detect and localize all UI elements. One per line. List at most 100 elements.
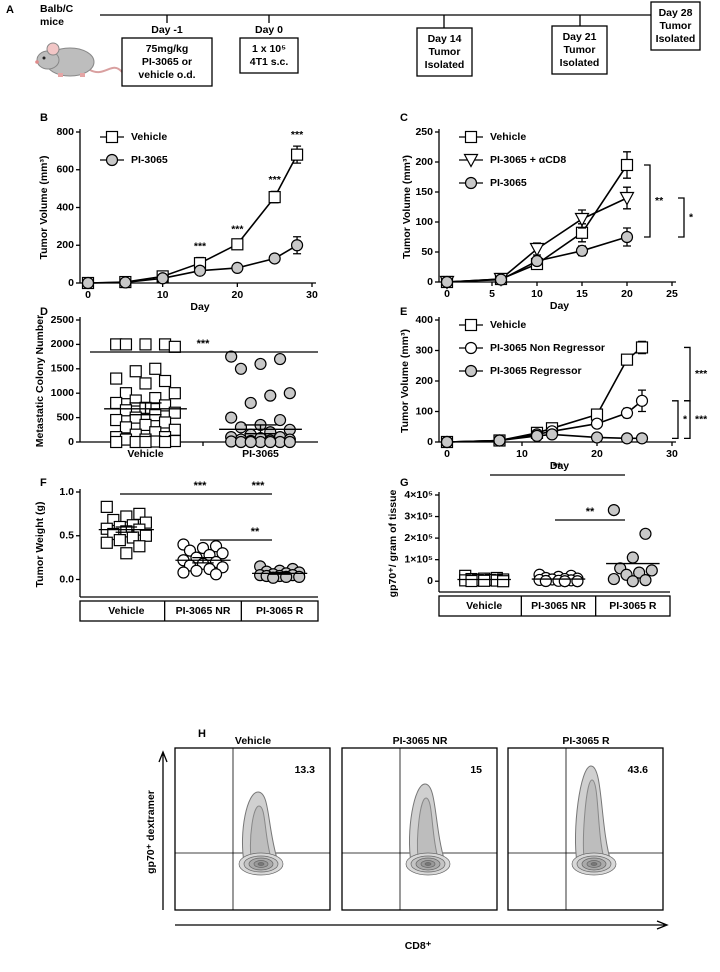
- flow-y-label: gp70⁺ dextramer: [145, 790, 157, 874]
- event-text: Tumor: [660, 20, 692, 32]
- contour-inner: [417, 797, 439, 859]
- marker-square: [100, 500, 113, 513]
- marker-triangle: [619, 191, 635, 206]
- marker-square: [120, 510, 133, 523]
- marker-square: [110, 413, 123, 427]
- panel-label: H: [198, 728, 206, 740]
- y-tick-label: 1.0: [59, 486, 74, 498]
- marker-circle: [635, 432, 649, 445]
- panel-label: G: [400, 477, 409, 489]
- y-axis-label: gp70⁺/ gram of tissue: [387, 490, 399, 598]
- bracket-label: *: [689, 211, 694, 223]
- y-tick-label: 800: [56, 126, 74, 138]
- marker-square: [139, 418, 152, 432]
- significance-label: ***: [194, 480, 208, 492]
- marker-circle: [264, 389, 277, 402]
- marker-circle: [293, 570, 306, 583]
- x-tick-label: 10: [516, 448, 528, 460]
- bracket-label: ***: [695, 368, 708, 380]
- marker-circle: [156, 272, 169, 285]
- y-tick-label: 1×10⁵: [404, 553, 433, 565]
- marker-triangle: [529, 242, 545, 257]
- marker-circle: [268, 252, 281, 265]
- marker-circle: [626, 575, 639, 588]
- marker-circle: [254, 357, 267, 371]
- annotation: ***: [194, 240, 207, 252]
- marker-circle: [264, 435, 277, 449]
- event-text: PI-3065 or: [142, 56, 192, 68]
- marker-square: [158, 416, 172, 429]
- marker-square: [168, 406, 181, 419]
- marker-square: [139, 516, 152, 529]
- y-tick-label: 400: [415, 314, 433, 326]
- marker-circle: [493, 434, 506, 447]
- marker-square: [620, 158, 634, 172]
- mouse-illustration: [35, 42, 123, 77]
- y-tick-label: 100: [415, 216, 433, 228]
- marker-square: [119, 421, 133, 434]
- marker-circle: [244, 435, 257, 449]
- annotation: ***: [231, 223, 244, 235]
- bracket-label: *: [683, 413, 688, 425]
- marker-circle: [620, 230, 634, 244]
- marker-circle: [635, 394, 649, 407]
- event-text: Day 14: [428, 33, 462, 45]
- contour-inner: [582, 779, 605, 859]
- sem-bar: [268, 571, 291, 575]
- marker-square: [575, 226, 589, 239]
- marker-square: [158, 435, 172, 449]
- marker-square: [110, 435, 123, 449]
- sem-bar: [192, 556, 214, 564]
- y-tick-label: 2500: [51, 314, 75, 326]
- y-tick-label: 0: [427, 436, 433, 448]
- marker-square: [158, 399, 172, 412]
- marker-circle: [530, 429, 544, 442]
- event-text: Day 28: [659, 7, 693, 19]
- y-tick-label: 4×10⁵: [404, 489, 433, 501]
- x-tick-label: Vehicle: [466, 600, 502, 612]
- legend-label: PI-3065: [490, 177, 527, 189]
- marker-circle: [545, 428, 559, 441]
- panel-label: A: [6, 4, 14, 16]
- marker-circle: [590, 417, 604, 430]
- marker-circle: [464, 176, 478, 190]
- x-tick-label: PI-3065 NR: [531, 600, 586, 612]
- marker-circle: [283, 435, 296, 449]
- x-tick-label: Vehicle: [127, 448, 163, 460]
- marker-circle: [464, 341, 478, 355]
- event-text: Isolated: [656, 33, 696, 45]
- y-tick-label: 50: [421, 246, 433, 258]
- event-text: Isolated: [560, 57, 600, 69]
- y-tick-label: 0: [427, 276, 433, 288]
- event-text: Tumor: [564, 44, 596, 56]
- x-tick-label: 0: [444, 448, 450, 460]
- marker-square: [129, 394, 142, 407]
- event-text: 1 x 10⁵: [252, 43, 286, 55]
- flow-box: [174, 747, 331, 911]
- event-day: Day -1: [151, 24, 183, 36]
- marker-circle: [273, 352, 287, 366]
- significance-label: **: [251, 526, 260, 538]
- contour-inner: [250, 805, 272, 859]
- x-axis-label: Day: [190, 301, 209, 313]
- mouse-ear: [46, 42, 60, 56]
- marker-square: [133, 540, 146, 553]
- sem-bar: [115, 526, 138, 533]
- marker-circle: [209, 568, 223, 581]
- marker-square: [120, 547, 133, 560]
- legend-label: PI-3065: [131, 154, 168, 166]
- marker-square: [139, 529, 152, 542]
- marker-square: [478, 574, 491, 587]
- event-day: Day 0: [255, 24, 283, 36]
- panel-label: D: [40, 306, 48, 318]
- category-box: [438, 595, 671, 617]
- marker-square: [107, 527, 120, 541]
- marker-square: [113, 534, 126, 547]
- bracket-label: **: [655, 195, 664, 207]
- contour-ring: [257, 862, 265, 866]
- legend-label: Vehicle: [490, 319, 526, 331]
- x-tick-label: 5: [489, 288, 495, 300]
- bracket: [672, 400, 679, 439]
- x-tick-label: 15: [576, 288, 588, 300]
- annotation: ***: [269, 174, 282, 186]
